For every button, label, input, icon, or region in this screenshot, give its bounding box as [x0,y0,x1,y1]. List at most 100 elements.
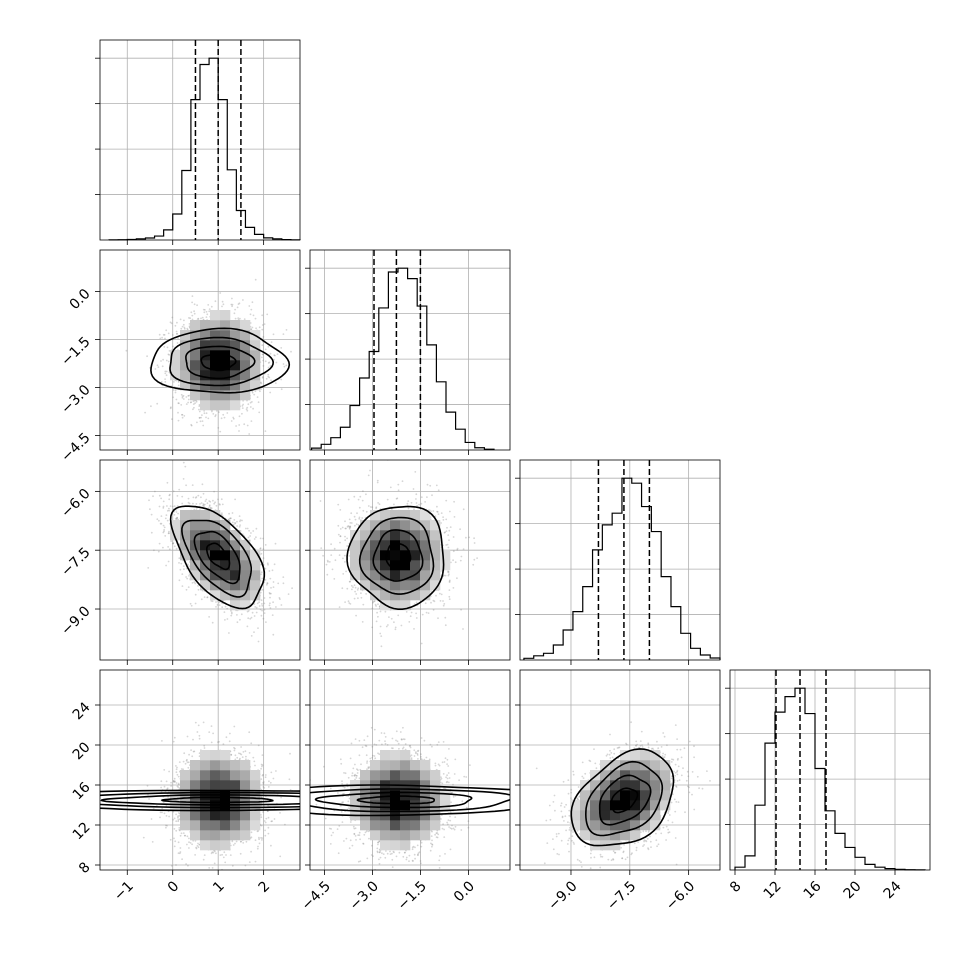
scatter-point [160,360,162,362]
scatter-point [250,532,252,534]
density-cell [210,520,221,531]
scatter-point [181,325,184,328]
scatter-point [456,549,459,551]
scatter-point [211,621,214,624]
scatter-point [274,354,276,357]
scatter-point [164,535,167,537]
scatter-point [182,461,185,464]
scatter-point [190,424,193,427]
scatter-point [183,568,185,571]
scatter-point [195,496,198,498]
scatter-point [162,546,164,549]
scatter-point [256,602,259,605]
scatter-point [212,499,214,502]
scatter-point [162,358,165,361]
contour-1 [206,542,231,571]
density-cell [180,360,191,371]
density-cell [200,340,211,351]
scatter-point [167,532,170,535]
scatter-point [168,354,171,356]
scatter-point [218,503,221,505]
scatter-point [176,517,178,520]
scatter-point [193,406,195,409]
scatter-point [268,570,271,572]
density-cell [240,560,251,571]
scatter-point [258,326,261,329]
scatter-point [209,507,212,509]
scatter-point [285,329,288,331]
scatter-point [163,526,166,529]
scatter-point [201,483,204,486]
scatter-point [267,362,270,364]
scatter-point [261,356,263,359]
scatter-point [206,454,208,456]
scatter-point [166,509,169,512]
scatter-point [164,372,167,375]
scatter-point [260,571,263,574]
scatter-point [187,586,190,588]
scatter-point [183,326,186,329]
scatter-point [246,424,249,427]
scatter-point [270,587,272,589]
scatter-point [163,530,165,533]
scatter-point [261,603,263,605]
scatter-point [194,582,197,585]
density-cell [200,510,211,521]
scatter-point [238,424,241,426]
scatter-point [236,621,239,624]
scatter-point [262,359,264,362]
pair-frame [99,459,301,661]
scatter-point [154,368,157,370]
scatter-point [250,616,253,619]
scatter-point [168,532,170,535]
density-cell [210,590,221,601]
scatter-point [187,497,190,500]
scatter-point [448,573,450,576]
scatter-point [230,611,233,614]
density-cell [200,390,211,401]
scatter-point [237,303,240,305]
density-cell [190,330,201,341]
scatter-point [263,323,266,325]
scatter-point [196,304,199,307]
scatter-point [254,606,257,608]
scatter-point [180,404,183,406]
density-cell [180,550,191,561]
scatter-point [247,403,250,406]
scatter-point [259,390,261,393]
scatter-point [189,602,192,605]
density-cell [210,400,221,411]
scatter-point [280,604,283,606]
scatter-point [261,376,264,379]
scatter-point [238,525,241,528]
density-cell [230,580,241,591]
scatter-point [165,329,168,332]
scatter-point [245,527,247,530]
scatter-point [195,503,198,505]
scatter-point [261,314,264,317]
scatter-point [276,353,279,355]
scatter-point [184,465,187,468]
density-cell [210,530,221,541]
scatter-point [198,408,200,411]
scatter-point [168,509,171,512]
density-cell [170,360,181,371]
scatter-point [160,515,163,517]
scatter-point [269,602,271,605]
scatter-point [269,607,272,609]
scatter-point [164,337,166,340]
scatter-point [162,505,165,508]
density-cell [240,540,251,551]
scatter-point [180,327,183,330]
scatter-point [182,398,185,400]
scatter-point [175,330,178,333]
scatter-point [177,402,180,404]
density-cell [220,590,231,601]
scatter-point [178,488,181,491]
scatter-point [177,512,180,515]
scatter-point [249,535,252,537]
scatter-point [221,513,223,516]
scatter-point [190,311,193,314]
scatter-point [185,403,188,405]
scatter-point [260,599,263,602]
